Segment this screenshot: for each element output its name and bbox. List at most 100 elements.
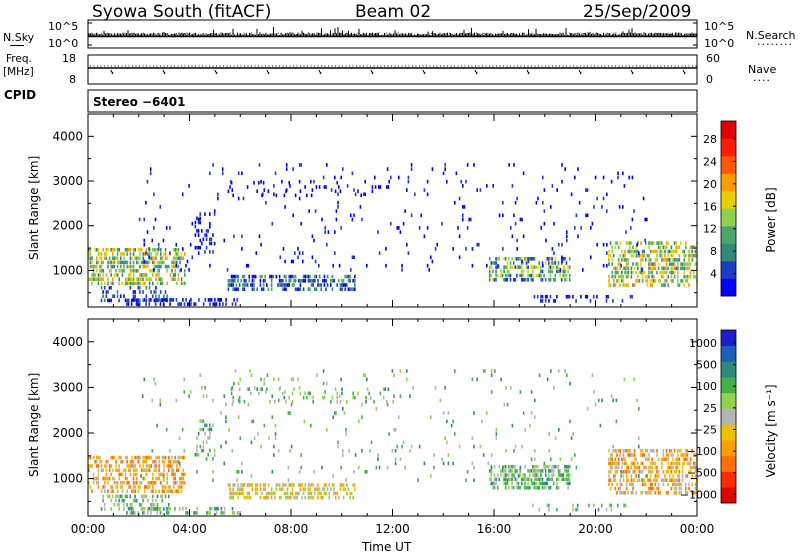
velocity-data-cell [680, 491, 682, 495]
power-data-cell [234, 287, 236, 291]
power-data-cell [514, 265, 517, 269]
velocity-data-cell [566, 373, 568, 377]
velocity-data-cell [132, 485, 135, 489]
velocity-data-cell [324, 390, 326, 394]
power-ytick-label: 2000 [52, 219, 83, 233]
velocity-data-cell [493, 464, 496, 469]
power-data-cell [136, 260, 138, 265]
power-data-cell [123, 294, 125, 298]
velocity-data-cell [673, 482, 676, 487]
power-data-cell [262, 181, 265, 185]
power-data-cell [353, 213, 355, 218]
velocity-data-cell [154, 506, 157, 511]
power-data-cell [304, 274, 306, 279]
power-data-cell [155, 294, 157, 298]
power-data-cell [147, 264, 149, 269]
velocity-data-cell [629, 449, 631, 453]
velocity-colorbar-swatch [721, 377, 736, 394]
velocity-data-cell [110, 498, 112, 503]
power-data-cell [544, 294, 547, 299]
velocity-data-cell [322, 369, 325, 373]
velocity-data-cell [572, 507, 574, 512]
power-data-cell [251, 283, 254, 287]
power-data-cell [204, 233, 206, 237]
power-colorbar-tick-label: 8 [710, 245, 717, 258]
power-data-cell [476, 242, 478, 247]
velocity-scatter-cluster [100, 494, 170, 511]
velocity-data-cell [145, 455, 148, 460]
velocity-data-cell [641, 491, 644, 495]
power-data-cell [681, 279, 684, 283]
velocity-data-cell [627, 470, 629, 474]
power-data-cell [656, 270, 658, 275]
power-data-cell [541, 294, 544, 299]
power-data-cell [662, 245, 665, 250]
power-data-cell [688, 266, 690, 271]
power-data-cell [153, 264, 156, 269]
power-data-cell [325, 287, 327, 291]
power-data-cell [107, 248, 109, 252]
power-data-cell [171, 264, 173, 269]
power-data-cell [351, 171, 354, 176]
power-data-cell [209, 241, 211, 246]
power-data-cell [342, 283, 345, 287]
velocity-data-cell [145, 460, 148, 464]
power-data-cell [361, 217, 363, 222]
power-data-cell [649, 249, 652, 254]
velocity-data-cell [242, 491, 244, 496]
power-data-cell [683, 270, 685, 275]
power-data-cell [688, 262, 690, 266]
power-data-cell [148, 286, 151, 290]
power-data-cell [532, 257, 534, 261]
power-data-cell [659, 279, 661, 283]
velocity-data-cell [158, 506, 160, 511]
velocity-data-cell [556, 507, 558, 512]
velocity-data-cell [225, 415, 227, 419]
velocity-data-cell [686, 449, 689, 453]
velocity-data-cell [686, 461, 689, 466]
power-data-cell [648, 266, 650, 271]
power-data-cell [633, 283, 636, 287]
power-data-cell [669, 270, 671, 275]
velocity-data-cell [503, 464, 505, 469]
velocity-data-cell [548, 477, 550, 482]
velocity-data-cell [651, 457, 653, 461]
power-data-cell [262, 279, 265, 283]
velocity-data-cell [209, 427, 211, 432]
power-data-cell [123, 264, 125, 269]
power-data-cell [677, 270, 679, 275]
velocity-data-cell [651, 461, 653, 466]
power-data-cell [232, 283, 234, 287]
velocity-data-cell [134, 498, 136, 503]
power-data-cell [253, 283, 255, 287]
power-data-cell [197, 233, 200, 237]
velocity-data-cell [511, 477, 513, 482]
velocity-data-cell [567, 473, 569, 477]
velocity-data-cell [532, 469, 534, 473]
velocity-data-cell [508, 473, 510, 477]
power-data-cell [622, 171, 624, 176]
power-scatter-cluster [126, 298, 239, 306]
power-data-cell [300, 163, 302, 167]
power-data-cell [552, 265, 555, 269]
velocity-data-cell [323, 491, 326, 496]
velocity-data-cell [89, 485, 92, 489]
power-data-cell [88, 277, 90, 281]
velocity-data-cell [94, 460, 96, 464]
velocity-data-cell [630, 478, 633, 482]
power-data-cell [458, 234, 461, 239]
date-title: 25/Sep/2009 [583, 2, 692, 22]
power-data-cell [693, 270, 695, 275]
power-data-cell [541, 278, 544, 282]
velocity-data-cell [677, 474, 679, 478]
velocity-data-cell [672, 478, 674, 482]
power-data-cell [677, 279, 679, 283]
velocity-data-cell [239, 511, 242, 515]
velocity-data-cell [156, 423, 158, 428]
velocity-data-cell [667, 491, 669, 495]
power-data-cell [145, 298, 148, 303]
power-data-cell [121, 260, 124, 265]
velocity-data-cell [550, 457, 552, 461]
power-data-cell [175, 263, 178, 268]
power-data-cell [107, 281, 109, 286]
